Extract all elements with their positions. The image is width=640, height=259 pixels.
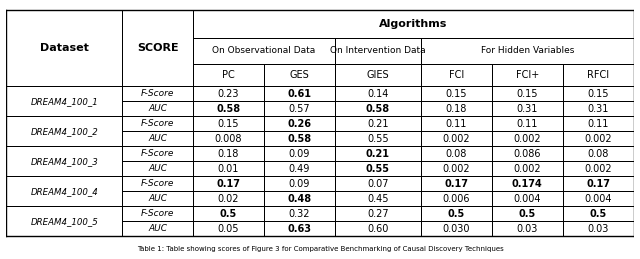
Text: 0.23: 0.23 (218, 89, 239, 99)
Text: 0.09: 0.09 (289, 179, 310, 189)
Text: FCI: FCI (449, 70, 464, 80)
Text: 0.03: 0.03 (588, 224, 609, 234)
Text: 0.45: 0.45 (367, 194, 388, 204)
Text: 0.5: 0.5 (589, 209, 607, 219)
Text: 0.002: 0.002 (513, 134, 541, 144)
Text: 0.002: 0.002 (442, 164, 470, 174)
Text: 0.58: 0.58 (366, 104, 390, 114)
Text: 0.27: 0.27 (367, 209, 388, 219)
Text: AUC: AUC (148, 104, 167, 113)
Text: 0.15: 0.15 (516, 89, 538, 99)
Text: 0.17: 0.17 (586, 179, 610, 189)
Text: Algorithms: Algorithms (379, 19, 447, 29)
Text: 0.18: 0.18 (445, 104, 467, 114)
Text: 0.5: 0.5 (518, 209, 536, 219)
Text: 0.32: 0.32 (289, 209, 310, 219)
Text: F-Score: F-Score (141, 119, 174, 128)
Text: 0.086: 0.086 (513, 149, 541, 159)
Text: 0.15: 0.15 (445, 89, 467, 99)
Text: 0.004: 0.004 (584, 194, 612, 204)
Text: On Intervention Data: On Intervention Data (330, 46, 426, 55)
Text: SCORE: SCORE (137, 43, 179, 53)
Text: F-Score: F-Score (141, 89, 174, 98)
Text: 0.174: 0.174 (512, 179, 543, 189)
Text: 0.002: 0.002 (584, 164, 612, 174)
Text: DREAM4_100_3: DREAM4_100_3 (30, 157, 98, 166)
Text: 0.21: 0.21 (367, 119, 388, 129)
Text: 0.15: 0.15 (218, 119, 239, 129)
Text: AUC: AUC (148, 134, 167, 143)
Text: 0.05: 0.05 (218, 224, 239, 234)
Text: PC: PC (222, 70, 235, 80)
Text: 0.11: 0.11 (516, 119, 538, 129)
Text: 0.48: 0.48 (287, 194, 312, 204)
Text: 0.11: 0.11 (588, 119, 609, 129)
Text: 0.08: 0.08 (445, 149, 467, 159)
Text: 0.17: 0.17 (444, 179, 468, 189)
Text: 0.15: 0.15 (588, 89, 609, 99)
Text: For Hidden Variables: For Hidden Variables (481, 46, 574, 55)
Text: 0.004: 0.004 (513, 194, 541, 204)
Text: 0.58: 0.58 (216, 104, 241, 114)
Text: 0.14: 0.14 (367, 89, 388, 99)
Text: 0.07: 0.07 (367, 179, 388, 189)
Text: DREAM4_100_4: DREAM4_100_4 (30, 187, 98, 196)
Text: 0.55: 0.55 (367, 134, 388, 144)
Text: DREAM4_100_5: DREAM4_100_5 (30, 217, 98, 226)
Text: RFCI: RFCI (587, 70, 609, 80)
Text: FCI+: FCI+ (516, 70, 539, 80)
Text: DREAM4_100_2: DREAM4_100_2 (30, 127, 98, 136)
Text: F-Score: F-Score (141, 209, 174, 218)
Text: DREAM4_100_1: DREAM4_100_1 (30, 97, 98, 106)
Text: 0.002: 0.002 (584, 134, 612, 144)
Text: On Observational Data: On Observational Data (212, 46, 316, 55)
Text: GIES: GIES (367, 70, 389, 80)
Text: 0.01: 0.01 (218, 164, 239, 174)
Text: 0.49: 0.49 (289, 164, 310, 174)
Text: 0.21: 0.21 (366, 149, 390, 159)
Text: 0.18: 0.18 (218, 149, 239, 159)
Text: 0.08: 0.08 (588, 149, 609, 159)
Text: 0.31: 0.31 (516, 104, 538, 114)
Text: Table 1: Table showing scores of Figure 3 for Comparative Benchmarking of Causal: Table 1: Table showing scores of Figure … (136, 246, 504, 252)
Text: F-Score: F-Score (141, 179, 174, 188)
Text: AUC: AUC (148, 164, 167, 173)
Text: GES: GES (289, 70, 309, 80)
Text: 0.11: 0.11 (445, 119, 467, 129)
Text: 0.002: 0.002 (442, 134, 470, 144)
Text: 0.60: 0.60 (367, 224, 388, 234)
Text: 0.61: 0.61 (287, 89, 312, 99)
Text: Dataset: Dataset (40, 43, 89, 53)
Text: 0.006: 0.006 (442, 194, 470, 204)
Text: 0.02: 0.02 (218, 194, 239, 204)
Text: AUC: AUC (148, 224, 167, 233)
Text: 0.63: 0.63 (287, 224, 312, 234)
Text: 0.030: 0.030 (442, 224, 470, 234)
Text: 0.31: 0.31 (588, 104, 609, 114)
Text: 0.008: 0.008 (215, 134, 243, 144)
Text: 0.58: 0.58 (287, 134, 312, 144)
Text: 0.09: 0.09 (289, 149, 310, 159)
Text: 0.26: 0.26 (287, 119, 312, 129)
Text: 0.55: 0.55 (366, 164, 390, 174)
Text: 0.57: 0.57 (289, 104, 310, 114)
Text: 0.5: 0.5 (447, 209, 465, 219)
Text: AUC: AUC (148, 194, 167, 203)
Text: F-Score: F-Score (141, 149, 174, 158)
Text: 0.5: 0.5 (220, 209, 237, 219)
Text: 0.002: 0.002 (513, 164, 541, 174)
Text: 0.03: 0.03 (516, 224, 538, 234)
Text: 0.17: 0.17 (216, 179, 241, 189)
